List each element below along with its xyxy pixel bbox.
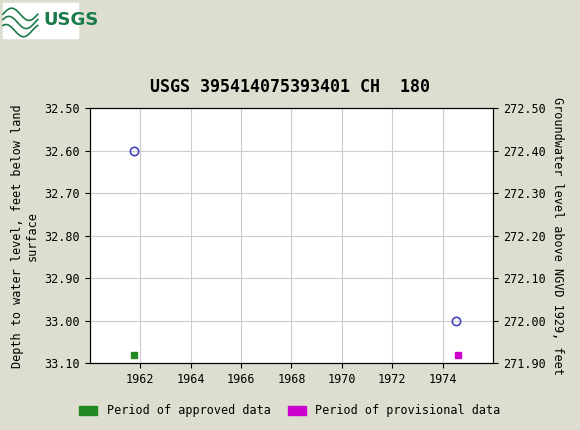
Text: USGS: USGS (44, 12, 99, 29)
Y-axis label: Depth to water level, feet below land
surface: Depth to water level, feet below land su… (11, 104, 39, 368)
Y-axis label: Groundwater level above NGVD 1929, feet: Groundwater level above NGVD 1929, feet (551, 97, 564, 375)
FancyBboxPatch shape (3, 3, 78, 37)
Legend: Period of approved data, Period of provisional data: Period of approved data, Period of provi… (75, 399, 505, 422)
Text: USGS 395414075393401 CH  180: USGS 395414075393401 CH 180 (150, 77, 430, 95)
